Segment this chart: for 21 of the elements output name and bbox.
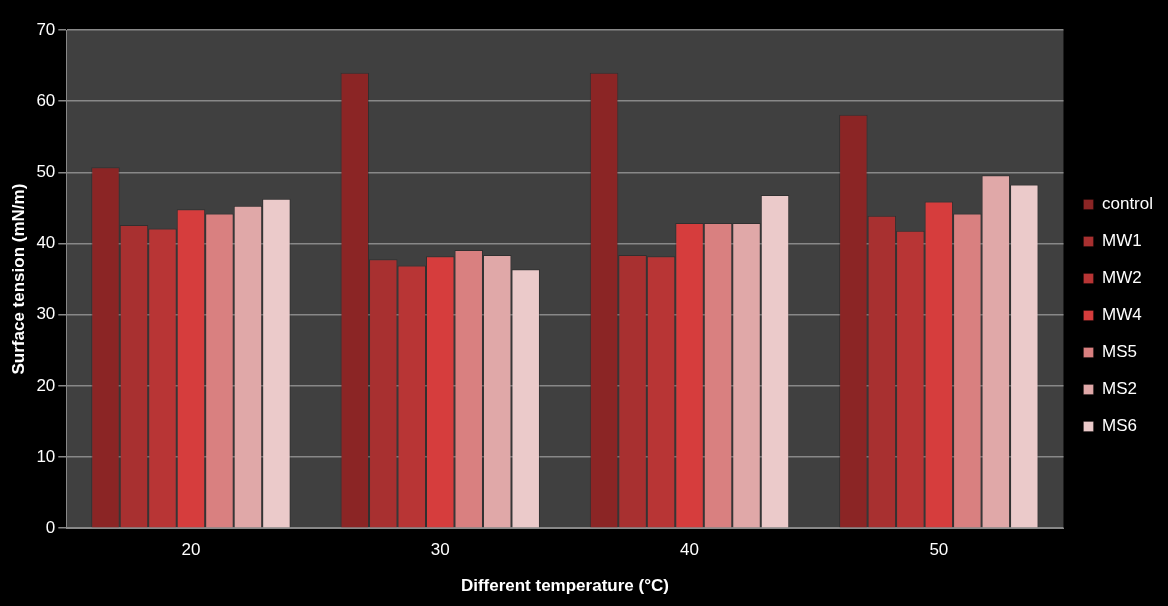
y-tick-label: 40 (36, 233, 56, 253)
legend-label: MS5 (1101, 342, 1137, 362)
y-tick-label: 50 (36, 162, 56, 182)
legend-label: MS2 (1101, 379, 1137, 399)
y-tick-label: 60 (36, 90, 56, 110)
x-tick-label: 20 (181, 540, 201, 560)
legend-label: MS6 (1101, 416, 1137, 436)
x-tick-label: 50 (929, 540, 949, 560)
x-tick-label: 40 (680, 540, 699, 560)
legend-label: MW2 (1101, 268, 1142, 288)
y-tick-label: 30 (36, 304, 56, 324)
x-axis-title: Different temperature (°C) (460, 576, 669, 596)
y-tick-label: 0 (45, 517, 56, 537)
y-tick-label: 10 (36, 446, 56, 466)
x-tick-label: 30 (430, 540, 450, 560)
legend-label: MW4 (1101, 305, 1142, 325)
legend-label: MW1 (1101, 231, 1142, 251)
y-axis-title: Surface tension (mN/m) (8, 183, 28, 375)
y-tick-label: 20 (36, 375, 56, 395)
y-tick-label: 70 (36, 19, 56, 39)
legend-label: control (1101, 194, 1154, 214)
